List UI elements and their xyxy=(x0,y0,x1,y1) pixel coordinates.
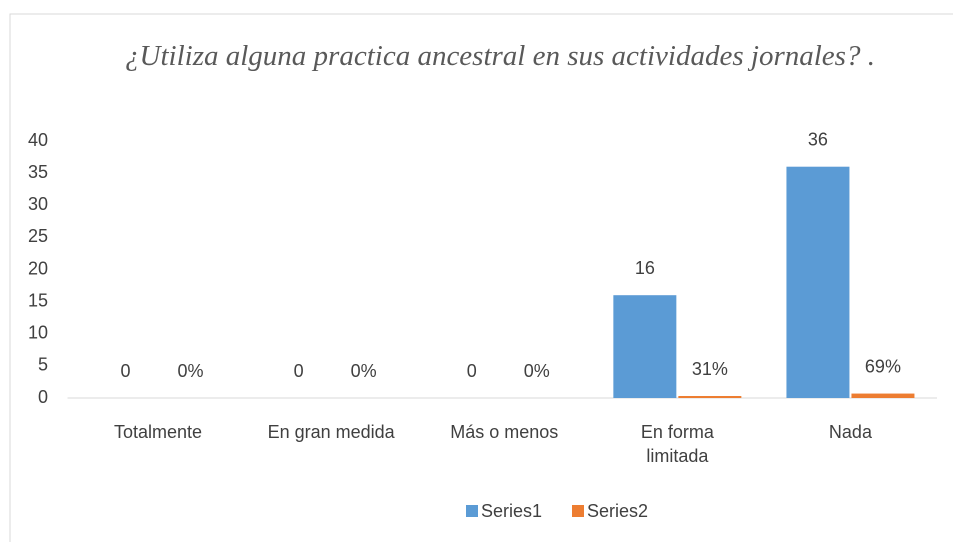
x-tick-label: Totalmente xyxy=(114,422,203,442)
x-tick-label: En gran medida xyxy=(267,422,395,442)
y-tick-label: 30 xyxy=(28,194,48,214)
bar xyxy=(786,166,850,398)
bar xyxy=(613,295,677,398)
y-tick-label: 25 xyxy=(28,226,48,246)
chart-border xyxy=(9,13,953,542)
y-tick-label: 40 xyxy=(28,130,48,150)
legend-label: Series1 xyxy=(481,501,542,521)
data-label: 31% xyxy=(692,359,728,379)
data-label: 36 xyxy=(808,129,828,149)
chart-title: ¿Utiliza alguna practica ancestral en su… xyxy=(125,40,875,72)
data-label: 0 xyxy=(121,361,131,381)
x-tick-label: Más o menos xyxy=(450,422,559,442)
y-tick-label: 5 xyxy=(38,355,48,375)
y-tick-label: 35 xyxy=(28,162,48,182)
data-label: 69% xyxy=(865,356,901,376)
data-label: 0 xyxy=(294,361,304,381)
legend-swatch xyxy=(572,505,584,517)
data-label: 16 xyxy=(635,258,655,278)
y-tick-label: 20 xyxy=(28,258,48,278)
y-tick-label: 15 xyxy=(28,290,48,310)
legend-label: Series2 xyxy=(587,501,648,521)
data-label: 0% xyxy=(178,361,204,381)
bar xyxy=(678,396,742,398)
x-tick-label: Nada xyxy=(828,422,872,442)
data-label: 0% xyxy=(524,361,550,381)
y-tick-label: 0 xyxy=(38,387,48,407)
data-label: 0 xyxy=(467,361,477,381)
x-tick-label: En forma limitada xyxy=(640,422,714,466)
data-label: 0% xyxy=(351,361,377,381)
legend-swatch xyxy=(466,505,478,517)
y-tick-label: 10 xyxy=(28,323,48,343)
bar xyxy=(851,393,915,398)
